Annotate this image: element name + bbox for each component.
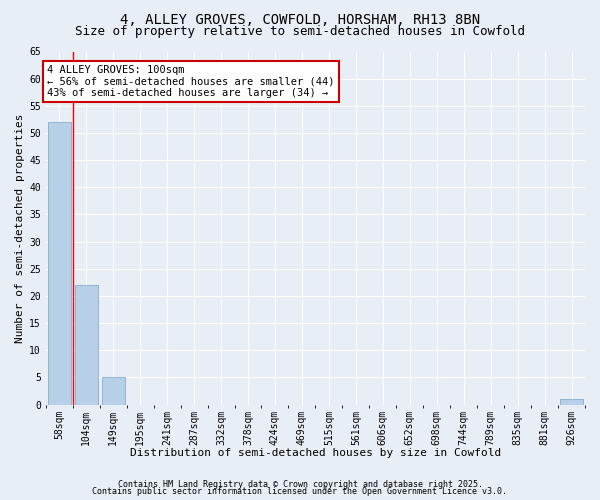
Text: 4, ALLEY GROVES, COWFOLD, HORSHAM, RH13 8BN: 4, ALLEY GROVES, COWFOLD, HORSHAM, RH13 … [120,12,480,26]
Text: Size of property relative to semi-detached houses in Cowfold: Size of property relative to semi-detach… [75,25,525,38]
Text: Contains public sector information licensed under the Open Government Licence v3: Contains public sector information licen… [92,487,508,496]
Bar [48,122,71,405]
X-axis label: Distribution of semi-detached houses by size in Cowfold: Distribution of semi-detached houses by … [130,448,501,458]
Y-axis label: Number of semi-detached properties: Number of semi-detached properties [15,114,25,343]
Text: Contains HM Land Registry data © Crown copyright and database right 2025.: Contains HM Land Registry data © Crown c… [118,480,482,489]
Bar [102,378,125,404]
Bar [560,399,583,404]
Bar [75,285,98,405]
Text: 4 ALLEY GROVES: 100sqm
← 56% of semi-detached houses are smaller (44)
43% of sem: 4 ALLEY GROVES: 100sqm ← 56% of semi-det… [47,65,335,98]
